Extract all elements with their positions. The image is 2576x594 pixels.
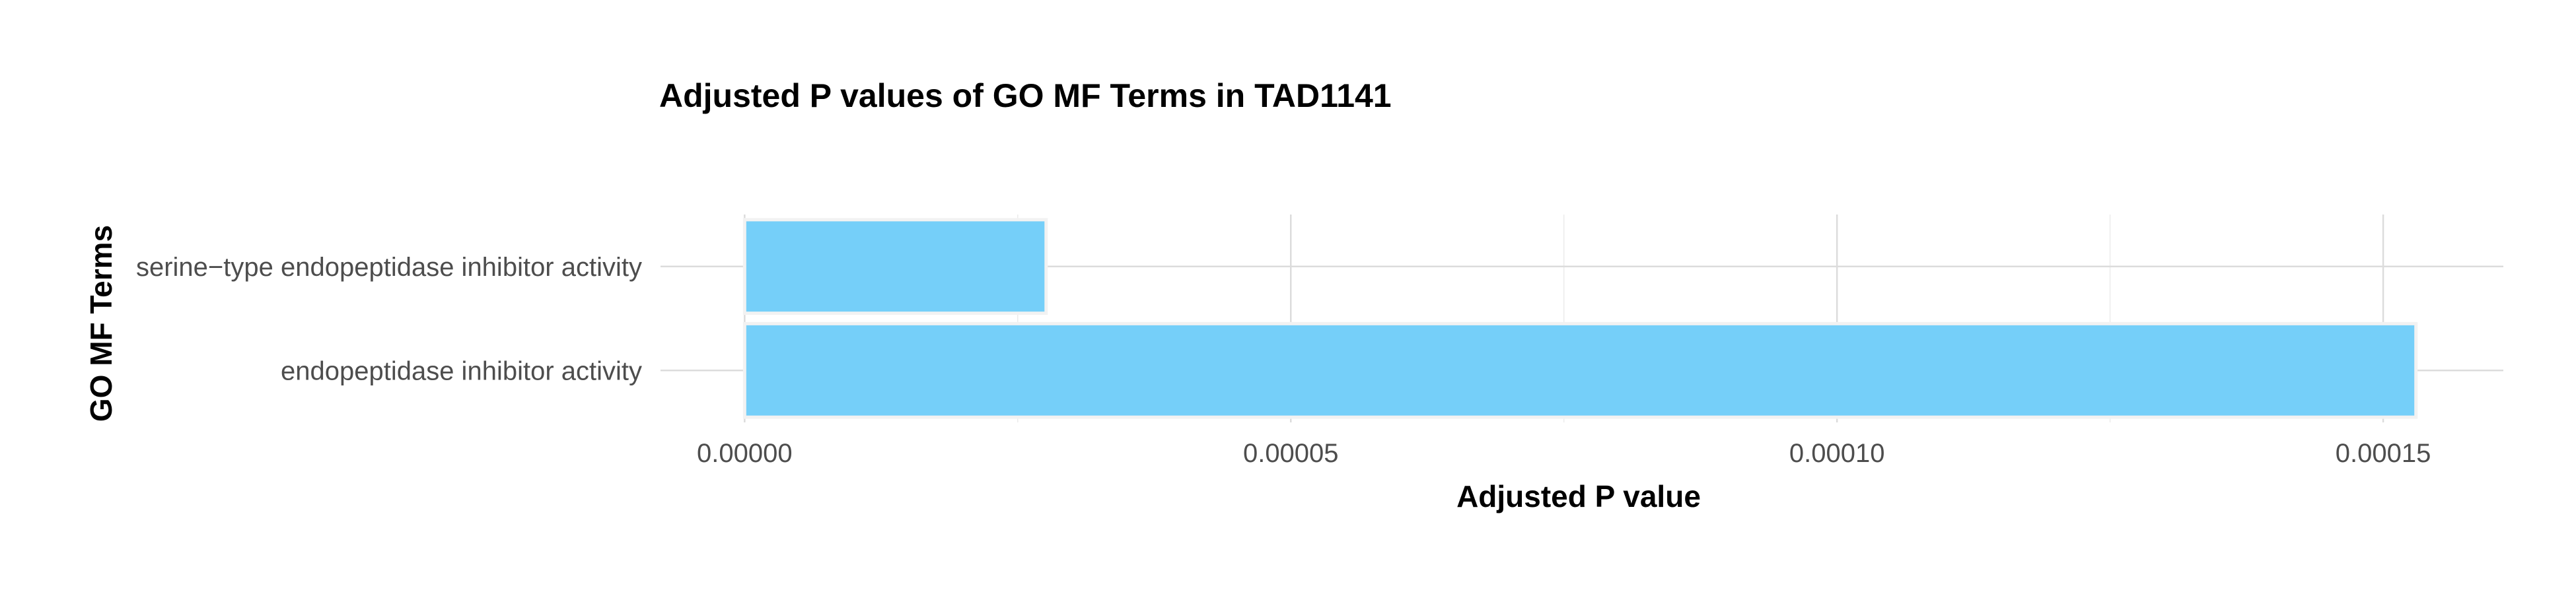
y-tick-label: endopeptidase inhibitor activity	[281, 356, 642, 385]
y-tick-labels: serine−type endopeptidase inhibitor acti…	[136, 253, 642, 386]
x-tick-label: 0.00010	[1789, 439, 1885, 468]
x-tick-labels: 0.00000 0.00005 0.00010 0.00015	[697, 439, 2431, 468]
y-axis-title: GO MF Terms	[84, 225, 118, 422]
bar	[742, 321, 2418, 419]
x-axis-title: Adjusted P value	[1456, 479, 1701, 513]
x-tick-label: 0.00000	[697, 439, 793, 468]
x-tick-label: 0.00015	[2336, 439, 2431, 468]
bar	[742, 218, 1048, 315]
bars	[742, 218, 2418, 419]
x-tick-label: 0.00005	[1243, 439, 1339, 468]
chart-title: Adjusted P values of GO MF Terms in TAD1…	[659, 77, 1392, 114]
y-tick-label: serine−type endopeptidase inhibitor acti…	[136, 253, 642, 282]
